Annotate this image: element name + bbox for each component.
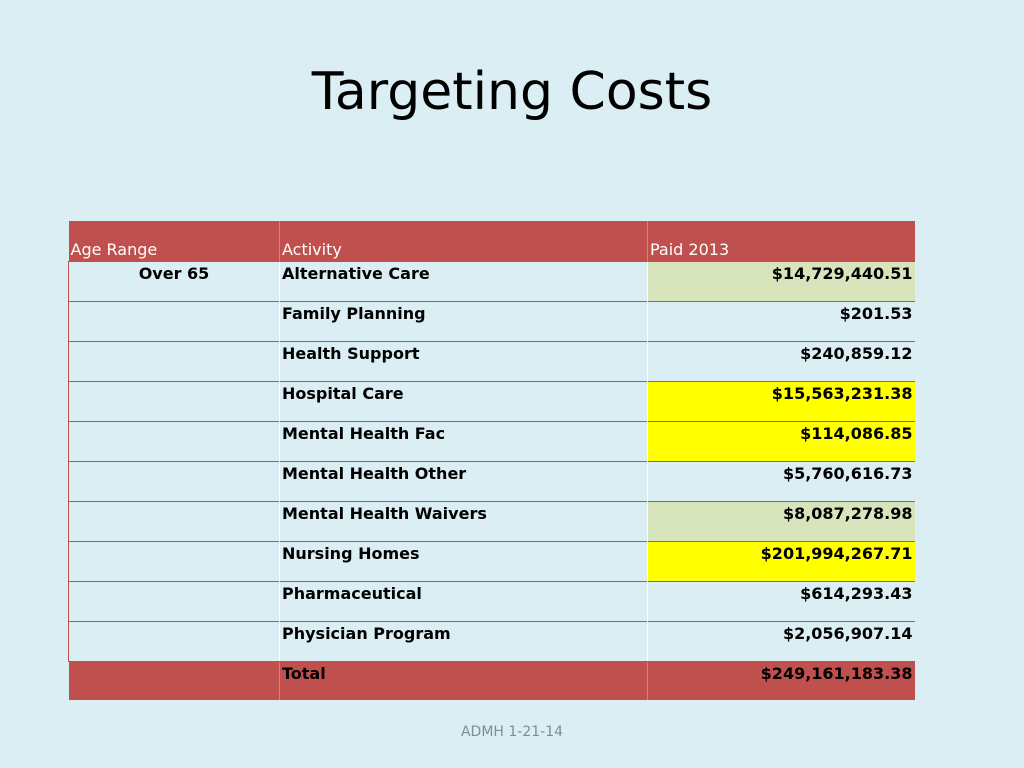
cell-age-range: [68, 381, 280, 422]
cell-activity: Pharmaceutical: [279, 581, 648, 622]
cell-paid: $8,087,278.98: [647, 501, 915, 542]
cell-paid: $201,994,267.71: [647, 541, 915, 582]
table-row: Nursing Homes $201,994,267.71: [68, 541, 915, 582]
table-row: Physician Program $2,056,907.14: [68, 621, 915, 662]
cell-age-range: [68, 501, 280, 542]
cell-age-range: [68, 541, 280, 582]
cell-activity: Family Planning: [279, 301, 648, 342]
total-age-range: [68, 661, 280, 700]
cell-age-range: [68, 341, 280, 382]
slide-footer: ADMH 1-21-14: [460, 724, 564, 740]
cell-age-range: Over 65: [68, 261, 280, 302]
cell-activity: Alternative Care: [279, 261, 648, 302]
cell-age-range: [68, 421, 280, 462]
cell-paid: $2,056,907.14: [647, 621, 915, 662]
header-age-range: Age Range: [68, 221, 280, 262]
table-row: Pharmaceutical $614,293.43: [68, 581, 915, 622]
cell-activity: Nursing Homes: [279, 541, 648, 582]
cell-activity: Mental Health Waivers: [279, 501, 648, 542]
cell-paid: $614,293.43: [647, 581, 915, 622]
cell-paid: $240,859.12: [647, 341, 915, 382]
total-paid: $249,161,183.38: [647, 661, 915, 700]
table-row: Over 65 Alternative Care $14,729,440.51: [68, 261, 915, 302]
cell-age-range: [68, 621, 280, 662]
cell-activity: Physician Program: [279, 621, 648, 662]
cell-paid: $201.53: [647, 301, 915, 342]
slide-title: Targeting Costs: [311, 62, 713, 122]
table-row: Mental Health Other $5,760,616.73: [68, 461, 915, 502]
cell-paid: $5,760,616.73: [647, 461, 915, 502]
cell-paid: $14,729,440.51: [647, 261, 915, 302]
table-row: Family Planning $201.53: [68, 301, 915, 342]
cost-table: Age Range Activity Paid 2013 Over 65 Alt…: [68, 221, 915, 700]
cell-age-range: [68, 301, 280, 342]
cell-activity: Mental Health Fac: [279, 421, 648, 462]
cell-age-range: [68, 581, 280, 622]
table-row: Health Support $240,859.12: [68, 341, 915, 382]
cell-activity: Mental Health Other: [279, 461, 648, 502]
cell-activity: Hospital Care: [279, 381, 648, 422]
header-activity: Activity: [279, 221, 648, 262]
cell-paid: $15,563,231.38: [647, 381, 915, 422]
table-header-row: Age Range Activity Paid 2013: [68, 221, 915, 262]
header-paid-2013: Paid 2013: [647, 221, 915, 262]
table-row: Hospital Care $15,563,231.38: [68, 381, 915, 422]
cell-activity: Health Support: [279, 341, 648, 382]
total-label: Total: [279, 661, 648, 700]
total-row: Total $249,161,183.38: [68, 661, 915, 700]
table-row: Mental Health Waivers $8,087,278.98: [68, 501, 915, 542]
table-row: Mental Health Fac $114,086.85: [68, 421, 915, 462]
cell-paid: $114,086.85: [647, 421, 915, 462]
cell-age-range: [68, 461, 280, 502]
